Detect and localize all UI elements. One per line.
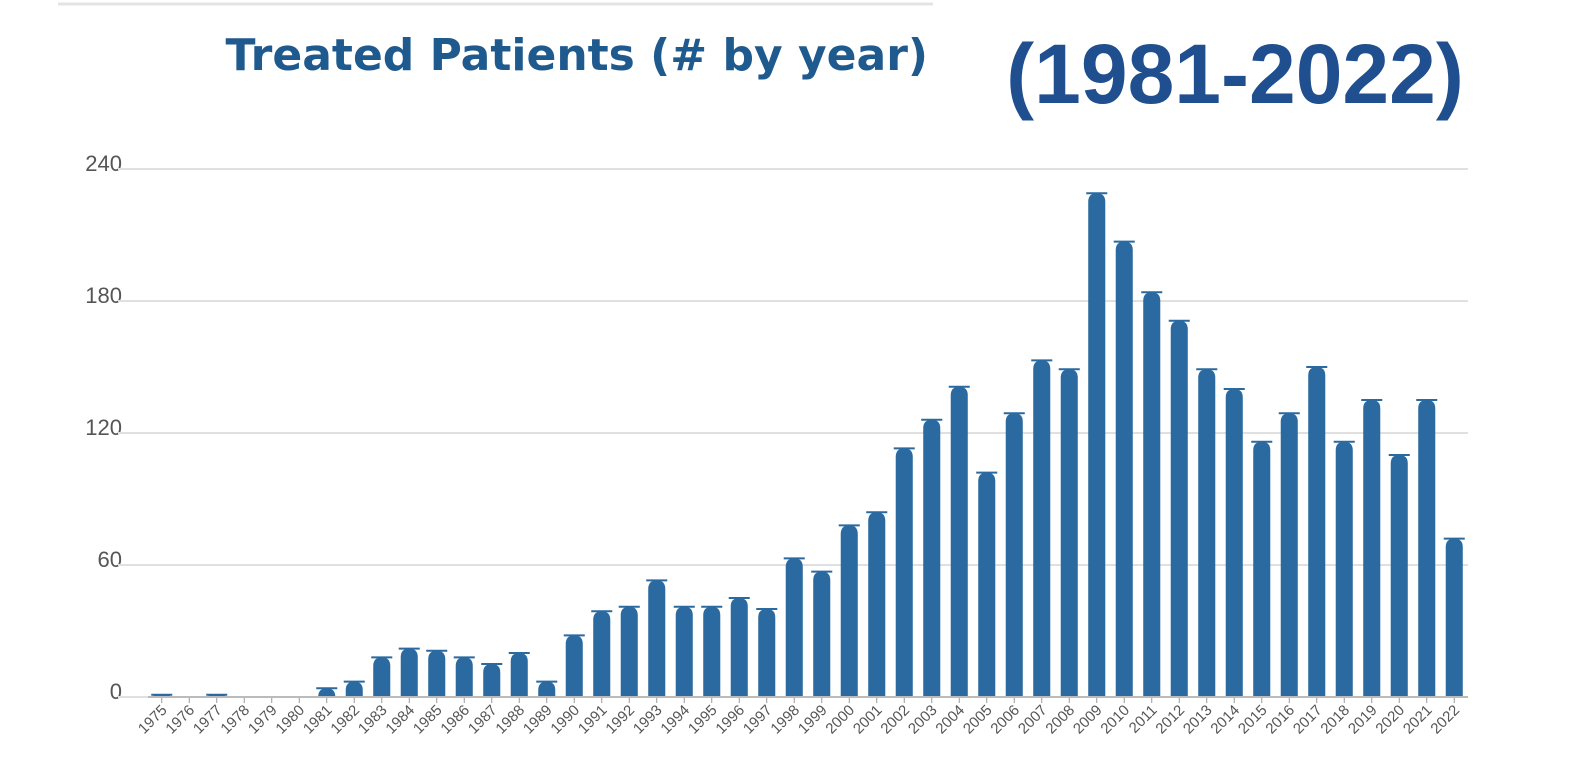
x-tick-label: 1993 <box>630 702 666 738</box>
bar <box>510 653 528 697</box>
x-tick-label: 1988 <box>492 702 528 738</box>
bar <box>400 648 418 697</box>
x-tick-label: 1986 <box>437 702 473 738</box>
x-tick-label: 1996 <box>712 702 748 738</box>
bar <box>703 606 721 697</box>
bar <box>1225 389 1243 697</box>
x-tick-label: 1978 <box>217 702 253 738</box>
x-tick-label: 1977 <box>190 702 226 738</box>
bar <box>428 650 446 697</box>
x-tick-label: 1980 <box>272 702 308 738</box>
x-tick-label: 1983 <box>355 702 391 738</box>
bar <box>1005 413 1023 697</box>
x-tick-label: 2000 <box>822 702 858 738</box>
bar <box>813 571 831 697</box>
bar <box>1280 413 1298 697</box>
x-tick-label: 2013 <box>1180 702 1216 738</box>
bar <box>1390 455 1408 697</box>
x-tick-label: 1984 <box>382 702 418 738</box>
x-tick-label: 2002 <box>877 702 913 738</box>
chart-title: Treated Patients (# by year) <box>226 30 929 81</box>
bar <box>648 580 666 697</box>
x-tick-label: 1997 <box>740 702 776 738</box>
bar <box>483 664 501 697</box>
bar <box>593 611 611 697</box>
bar <box>1363 400 1381 697</box>
x-tick-label: 2008 <box>1042 702 1078 738</box>
bar <box>1115 241 1133 697</box>
y-tick-label: 240 <box>85 151 122 176</box>
bar <box>978 472 996 697</box>
x-tick-label: 1976 <box>162 702 198 738</box>
x-tick-label: 1994 <box>657 702 693 738</box>
bar <box>923 419 941 697</box>
bar <box>318 688 336 697</box>
bar <box>675 606 693 697</box>
x-tick-label: 2014 <box>1207 702 1243 738</box>
x-tick-label: 2010 <box>1097 702 1133 738</box>
bar <box>455 657 473 697</box>
bar <box>1445 538 1463 697</box>
bar <box>538 681 556 697</box>
x-tick-label: 1979 <box>245 702 281 738</box>
y-tick-label: 120 <box>85 415 122 440</box>
x-tick-label: 1998 <box>767 702 803 738</box>
x-tick-label: 1987 <box>465 702 501 738</box>
bar <box>1308 367 1326 697</box>
bar <box>1088 193 1106 697</box>
x-tick-label: 2019 <box>1345 702 1381 738</box>
bar <box>1418 400 1436 697</box>
x-tick-label: 1995 <box>685 702 721 738</box>
bar <box>840 525 858 697</box>
x-tick-label: 2021 <box>1400 702 1436 738</box>
x-tick-label: 1982 <box>327 702 363 738</box>
x-tick-label: 2001 <box>850 702 886 738</box>
x-tick-label: 1991 <box>575 702 611 738</box>
bar <box>565 635 583 697</box>
x-tick-label: 2003 <box>905 702 941 738</box>
x-tick-label: 2009 <box>1070 702 1106 738</box>
bar <box>895 448 913 697</box>
x-tick-label: 1985 <box>410 702 446 738</box>
bar <box>1253 441 1271 697</box>
y-tick-label: 60 <box>98 547 122 572</box>
y-tick-label: 180 <box>85 283 122 308</box>
x-tick-label: 2004 <box>932 702 968 738</box>
x-tick-label: 1992 <box>602 702 638 738</box>
x-tick-label: 2006 <box>987 702 1023 738</box>
x-tick-label: 2022 <box>1427 702 1463 738</box>
bar <box>868 512 886 697</box>
bar <box>1198 369 1216 697</box>
x-tick-label: 1989 <box>520 702 556 738</box>
bar <box>620 606 638 697</box>
x-tick-label: 1981 <box>300 702 336 738</box>
bar <box>785 558 803 697</box>
bar <box>373 657 391 697</box>
bar <box>1143 292 1161 697</box>
y-tick-label: 0 <box>110 679 122 704</box>
x-tick-label: 2012 <box>1152 702 1188 738</box>
bar <box>730 598 748 697</box>
x-tick-label: 2018 <box>1317 702 1353 738</box>
x-tick-label: 1990 <box>547 702 583 738</box>
bar <box>758 609 776 697</box>
x-tick-label: 2007 <box>1015 702 1051 738</box>
x-tick-label: 1999 <box>795 702 831 738</box>
x-tick-label: 2015 <box>1235 702 1271 738</box>
bar <box>1033 360 1051 697</box>
bar <box>1060 369 1078 697</box>
bar <box>345 681 363 697</box>
x-tick-label: 2016 <box>1262 702 1298 738</box>
bar <box>1335 441 1353 697</box>
x-tick-label: 2017 <box>1290 702 1326 738</box>
chart-subtitle: (1981-2022) <box>1006 27 1464 121</box>
x-tick-label: 2005 <box>960 702 996 738</box>
x-tick-label: 2020 <box>1372 702 1408 738</box>
bar <box>1170 320 1188 697</box>
x-tick-label: 1975 <box>135 702 171 738</box>
x-tick-label: 2011 <box>1126 702 1161 737</box>
bar <box>950 386 968 697</box>
